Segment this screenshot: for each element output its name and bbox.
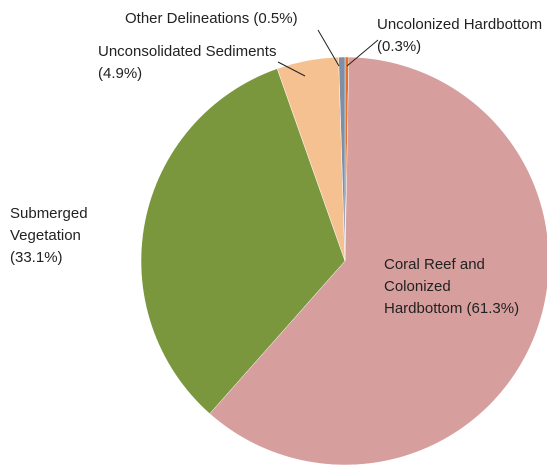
category-label: Unconsolidated Sediments [98, 43, 277, 60]
leader-line [346, 39, 379, 67]
category-label: Uncolonized Hardbottom [377, 16, 543, 33]
value-label: (61.3%) [466, 300, 520, 317]
value-label: (33.1%) [10, 249, 63, 266]
category-label: Coral Reef and Colonized Hardbottom [384, 256, 485, 317]
pie-slice [209, 56, 547, 466]
slice-label: Submerged Vegetation (33.1%) [10, 203, 120, 269]
value-label: (0.3%) [377, 38, 422, 55]
value-label: (4.9%) [98, 65, 143, 82]
slice-label: Unconsolidated Sediments (4.9%) [98, 41, 278, 85]
slice-label: Coral Reef and Colonized Hardbottom (61.… [384, 254, 524, 320]
value-label: (0.5%) [253, 10, 298, 27]
pie-slice [140, 68, 346, 415]
leader-line [277, 61, 306, 77]
leader-line [317, 29, 340, 67]
category-label: Submerged Vegetation [10, 205, 88, 244]
slice-label: Uncolonized Hardbottom (0.3%) [377, 14, 547, 58]
slice-label: Other Delineations (0.5%) [125, 8, 385, 30]
category-label: Other Delineations [125, 10, 250, 27]
pie-slice [338, 56, 346, 262]
